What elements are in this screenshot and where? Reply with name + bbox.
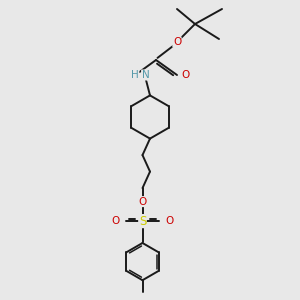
Text: O: O <box>112 216 120 226</box>
Text: O: O <box>182 70 190 80</box>
Text: N: N <box>142 70 149 80</box>
Text: O: O <box>138 196 147 207</box>
Text: H: H <box>131 70 139 80</box>
Text: O: O <box>165 216 173 226</box>
Text: O: O <box>173 37 181 47</box>
Text: S: S <box>139 214 146 228</box>
